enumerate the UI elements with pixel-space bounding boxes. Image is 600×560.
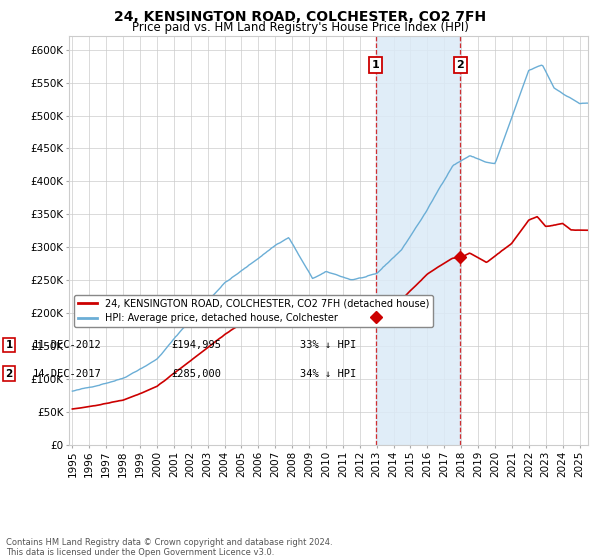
Text: 33% ↓ HPI: 33% ↓ HPI — [300, 340, 356, 350]
Text: 2: 2 — [5, 368, 13, 379]
Legend: 24, KENSINGTON ROAD, COLCHESTER, CO2 7FH (detached house), HPI: Average price, d: 24, KENSINGTON ROAD, COLCHESTER, CO2 7FH… — [74, 295, 433, 328]
Text: £194,995: £194,995 — [171, 340, 221, 350]
Text: Contains HM Land Registry data © Crown copyright and database right 2024.
This d: Contains HM Land Registry data © Crown c… — [6, 538, 332, 557]
Text: 1: 1 — [372, 60, 380, 70]
Text: 34% ↓ HPI: 34% ↓ HPI — [300, 368, 356, 379]
Text: 14-DEC-2017: 14-DEC-2017 — [33, 368, 102, 379]
Bar — [376, 36, 460, 445]
Text: Price paid vs. HM Land Registry's House Price Index (HPI): Price paid vs. HM Land Registry's House … — [131, 21, 469, 34]
Text: 1: 1 — [5, 340, 13, 350]
Text: £285,000: £285,000 — [171, 368, 221, 379]
Text: 11-DEC-2012: 11-DEC-2012 — [33, 340, 102, 350]
Text: 24, KENSINGTON ROAD, COLCHESTER, CO2 7FH: 24, KENSINGTON ROAD, COLCHESTER, CO2 7FH — [114, 10, 486, 24]
Text: 2: 2 — [457, 60, 464, 70]
